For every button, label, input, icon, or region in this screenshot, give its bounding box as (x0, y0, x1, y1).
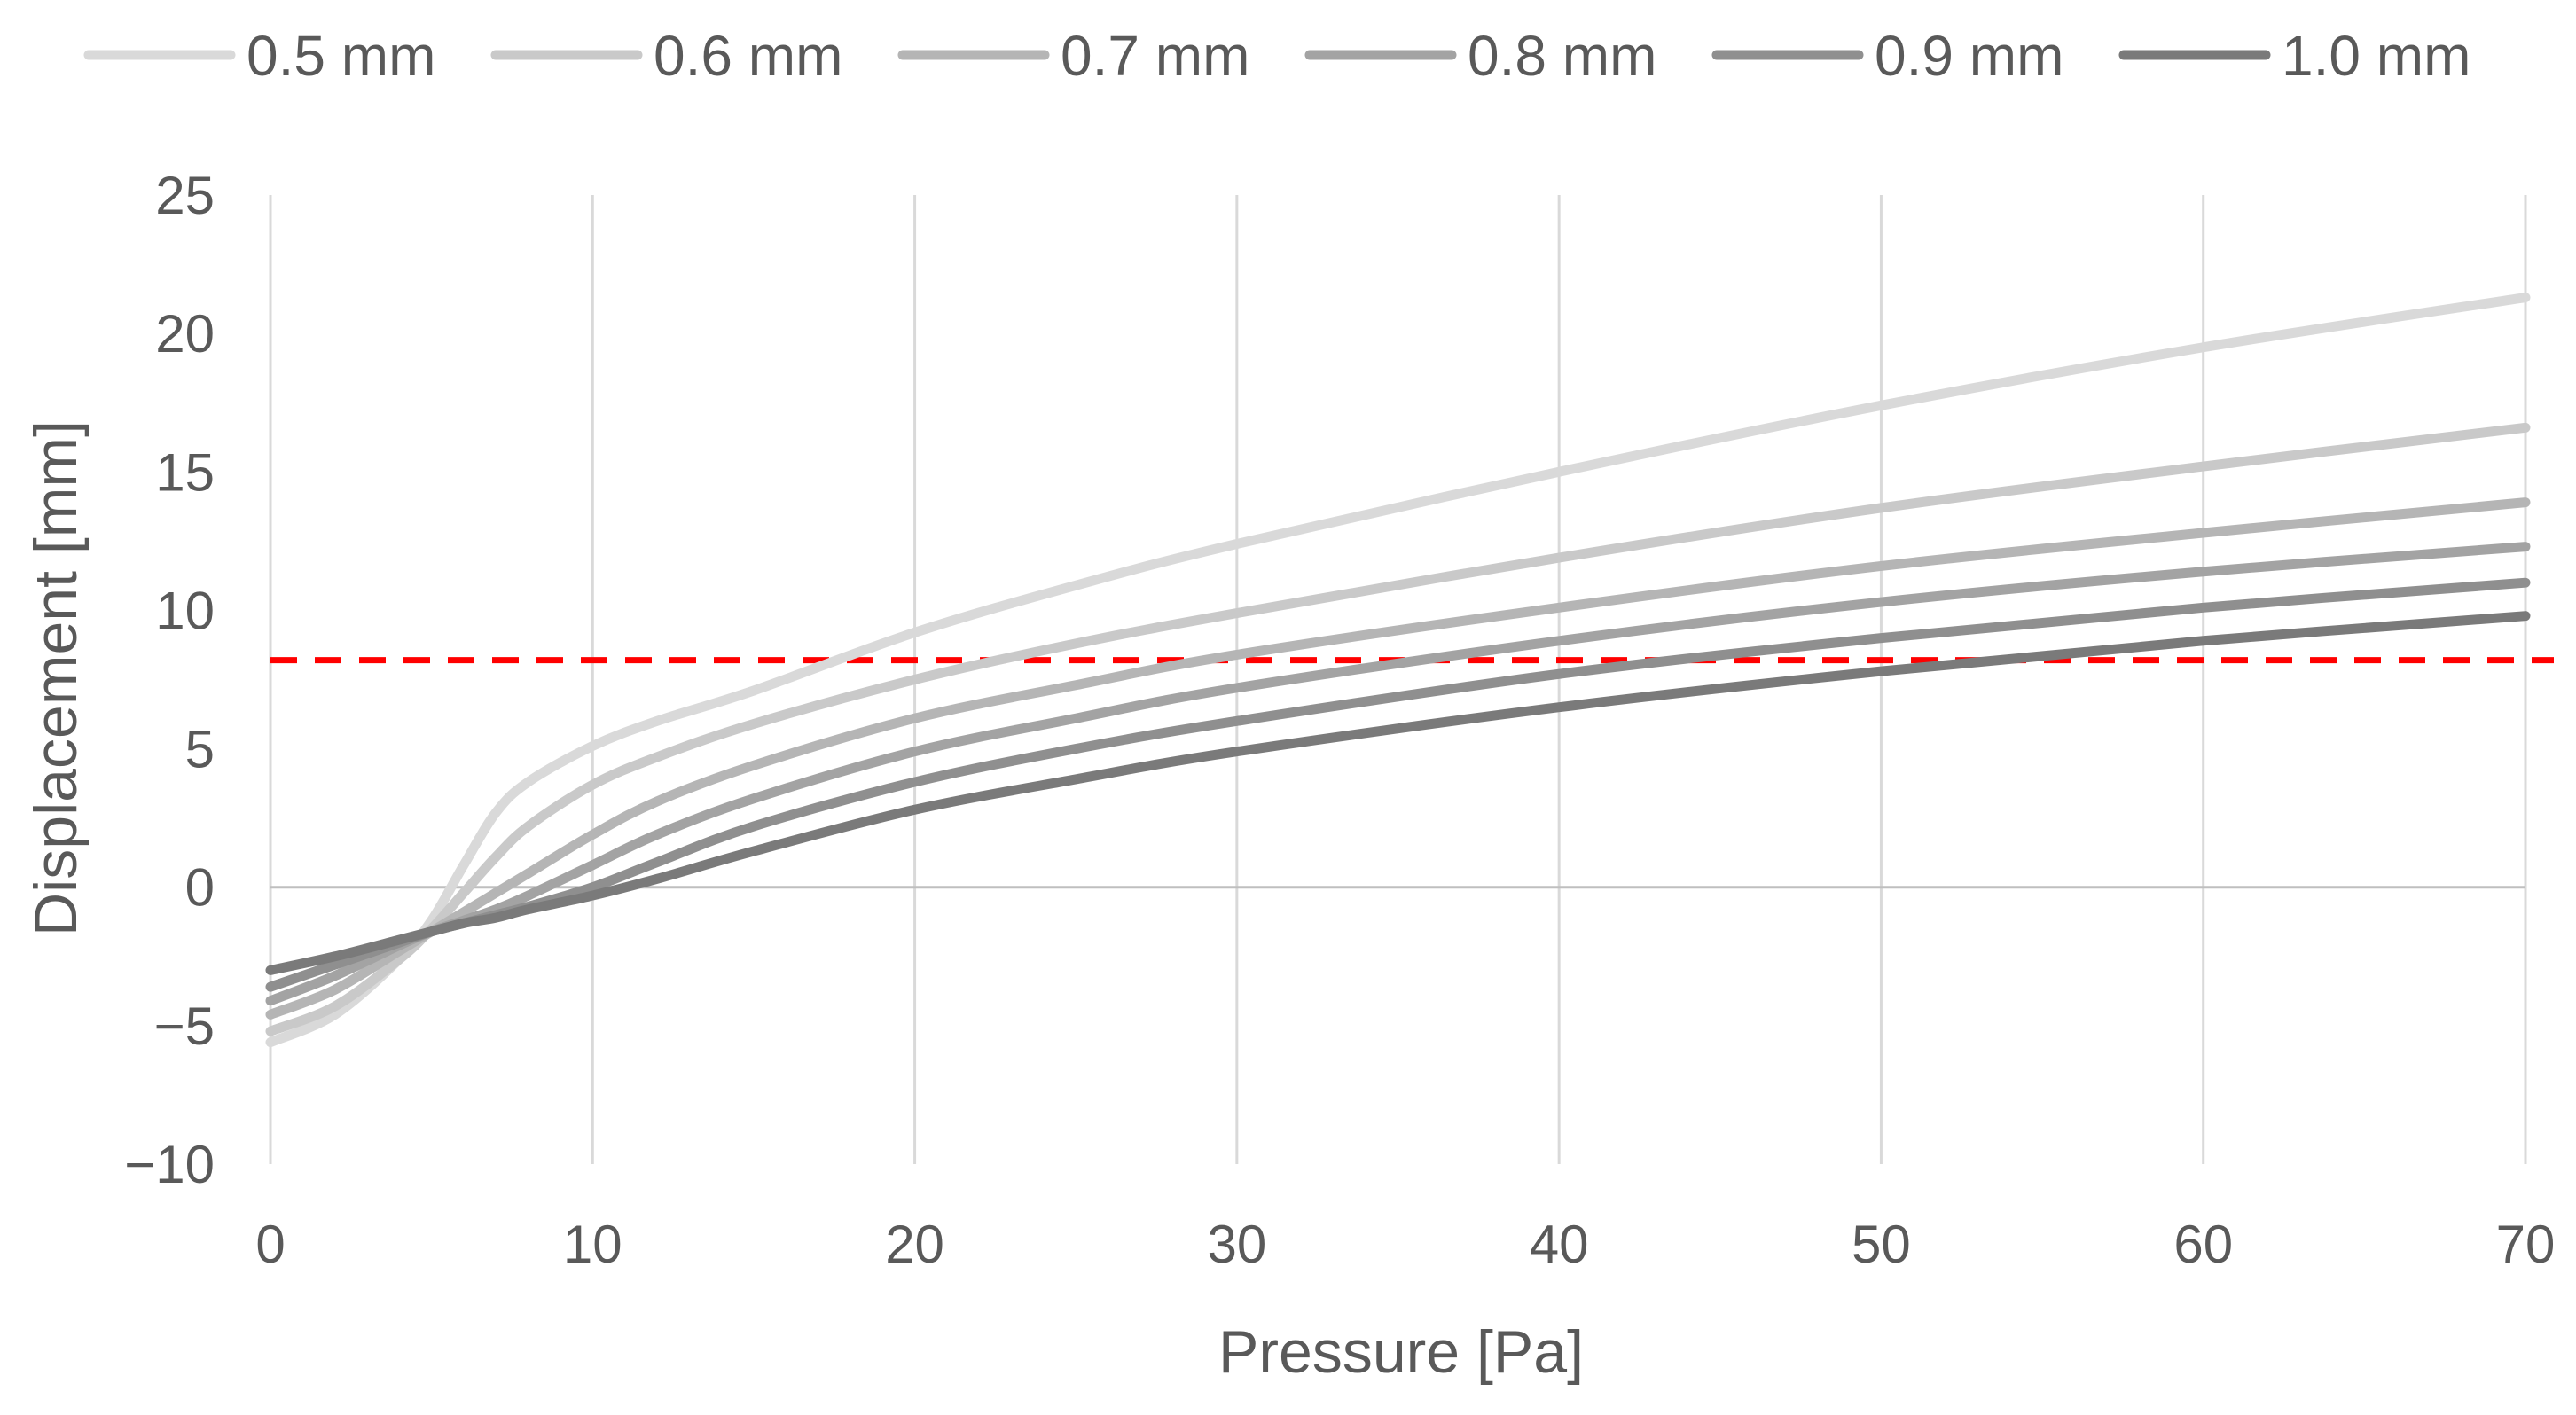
legend-label: 0.8 mm (1468, 24, 1656, 88)
legend: 0.5 mm 0.6 mm 0.7 mm 0.8 mm 0.9 mm 1.0 mm (83, 24, 2470, 88)
x-tick-labels: 0 10 20 30 40 50 60 70 (255, 1215, 2555, 1274)
y-tick-label: −5 (154, 997, 215, 1056)
legend-item-1: 0.5 mm (83, 24, 435, 88)
series-line-2 (265, 422, 2531, 1036)
legend-item-5: 0.9 mm (1711, 24, 2063, 88)
legend-label: 0.6 mm (654, 24, 842, 88)
x-tick-label: 40 (1530, 1215, 1589, 1274)
x-axis-title: Pressure [Pa] (1218, 1318, 1584, 1386)
series-line-1 (265, 293, 2531, 1048)
series-line-6 (265, 611, 2531, 975)
legend-item-3: 0.7 mm (897, 24, 1249, 88)
legend-item-2: 0.6 mm (490, 24, 842, 88)
x-tick-label: 70 (2496, 1215, 2556, 1274)
legend-item-6: 1.0 mm (2118, 24, 2470, 88)
legend-label: 0.7 mm (1061, 24, 1249, 88)
legend-item-4: 0.8 mm (1304, 24, 1656, 88)
y-tick-label: 5 (185, 720, 215, 779)
x-tick-label: 30 (1207, 1215, 1266, 1274)
y-axis-title: Displacement [mm] (22, 420, 90, 936)
y-tick-label: 25 (155, 166, 215, 225)
y-tick-label: −10 (124, 1135, 215, 1194)
x-tick-label: 60 (2173, 1215, 2233, 1274)
x-tick-label: 20 (885, 1215, 944, 1274)
series-lines (265, 293, 2531, 1048)
series-line-3 (265, 497, 2531, 1020)
y-tick-label: 0 (185, 858, 215, 918)
x-tick-label: 0 (255, 1215, 285, 1274)
y-tick-label: 15 (155, 442, 215, 502)
y-tick-label: 20 (155, 304, 215, 364)
legend-label: 0.5 mm (247, 24, 435, 88)
y-tick-labels: −10 −5 0 5 10 15 20 25 (124, 166, 215, 1194)
x-tick-label: 10 (563, 1215, 622, 1274)
legend-label: 0.9 mm (1875, 24, 2063, 88)
grid-lines (269, 195, 2527, 1164)
legend-label: 1.0 mm (2282, 24, 2470, 88)
y-tick-label: 10 (155, 581, 215, 640)
x-tick-label: 50 (1852, 1215, 1911, 1274)
